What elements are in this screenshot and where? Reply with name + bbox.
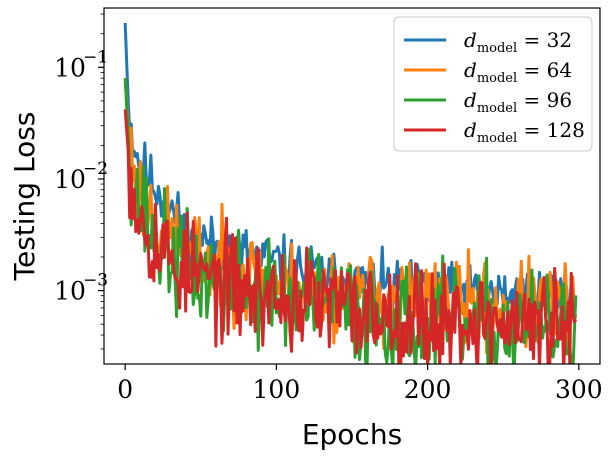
- x-tick-label: 0: [117, 375, 133, 404]
- y-tick-label: 10: [54, 53, 86, 82]
- series-layer: [123, 22, 578, 364]
- y-tick-exponent: −3: [83, 271, 108, 291]
- legend-label: dmodel = 96: [464, 88, 572, 116]
- x-tick-label: 200: [404, 375, 452, 404]
- x-axis-label: Epochs: [302, 418, 402, 451]
- x-tick-label: 300: [555, 375, 603, 404]
- y-tick-exponent: −2: [83, 159, 108, 179]
- legend-label: dmodel = 128: [464, 118, 585, 146]
- plot-frame: [103, 7, 601, 365]
- y-axis-ticks: 10−310−210−1: [54, 13, 108, 350]
- series-line: [123, 109, 578, 364]
- y-tick-exponent: −1: [83, 47, 108, 67]
- legend-label: dmodel = 32: [464, 28, 572, 56]
- x-axis-ticks: 0 100 200 300: [117, 364, 603, 404]
- legend-label: dmodel = 64: [464, 58, 572, 86]
- x-tick-label: 100: [253, 375, 301, 404]
- y-tick-label: 10: [54, 165, 86, 194]
- y-axis-label: Testing Loss: [8, 112, 41, 282]
- legend-box: [393, 16, 593, 152]
- y-tick-label: 10: [54, 277, 86, 306]
